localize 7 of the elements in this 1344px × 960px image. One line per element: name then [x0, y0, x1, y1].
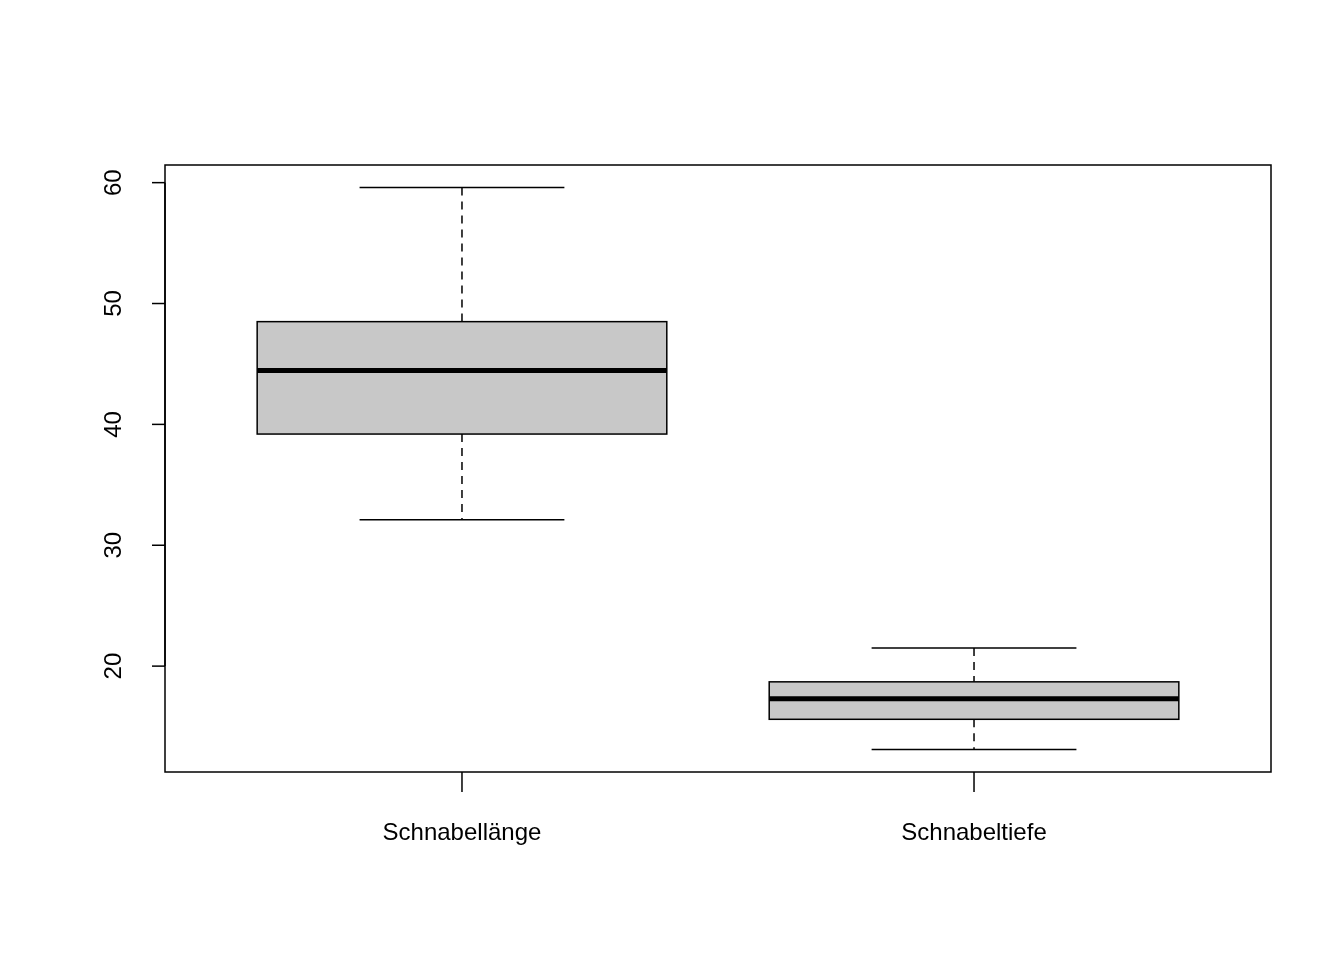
x-tick-label: Schnabeltiefe [901, 818, 1047, 845]
y-tick-label: 50 [99, 290, 126, 317]
y-tick-label: 20 [99, 652, 126, 680]
y-tick-label: 40 [99, 411, 126, 438]
y-tick-label: 60 [99, 169, 126, 196]
y-tick-label: 30 [99, 531, 126, 559]
x-tick-label: Schnabellänge [382, 818, 542, 845]
